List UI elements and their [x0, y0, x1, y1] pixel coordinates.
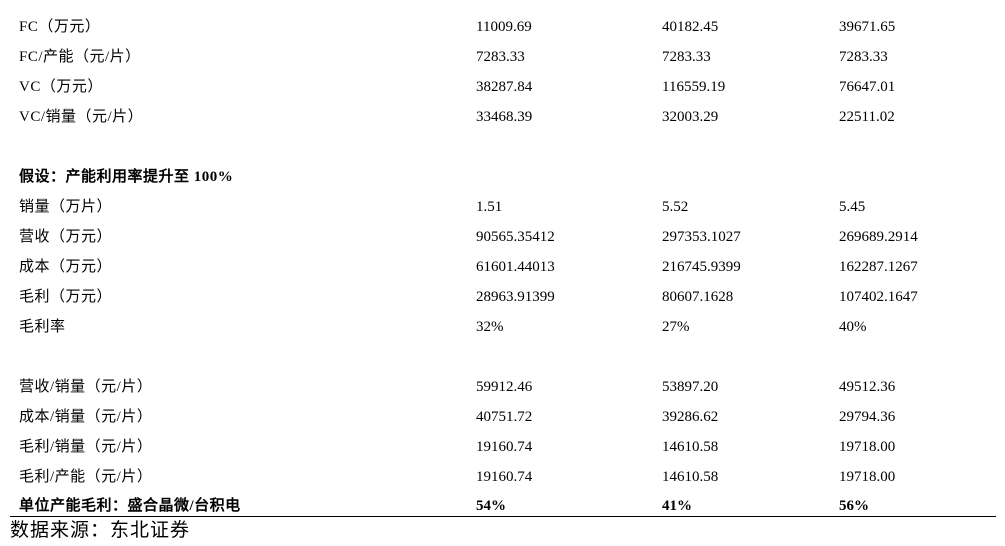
assumption-heading: 假设：产能利用率提升至 100%: [19, 169, 234, 185]
cell-value: 116559.19: [662, 79, 726, 95]
cell-value: 162287.1267: [839, 259, 918, 275]
cell-value: 5.45: [839, 199, 866, 215]
cell-value: 28963.91399: [476, 289, 555, 305]
row-label: 营收/销量（元/片）: [19, 379, 153, 395]
cell-value: 80607.1628: [662, 289, 734, 305]
cell-value: 14610.58: [662, 439, 719, 455]
row-label: 毛利率: [19, 319, 66, 335]
table-row: 成本/销量（元/片） 40751.72 39286.62 29794.36: [0, 402, 1005, 432]
bottom-rule: [10, 516, 996, 517]
summary-value: 56%: [839, 498, 869, 514]
cell-value: 7283.33: [476, 49, 525, 65]
cell-value: 14610.58: [662, 469, 719, 485]
cell-value: 216745.9399: [662, 259, 741, 275]
row-label: 成本（万元）: [19, 259, 113, 275]
cell-value: 297353.1027: [662, 229, 741, 245]
cell-value: 7283.33: [839, 49, 888, 65]
summary-value: 41%: [662, 498, 692, 514]
cell-value: 27%: [662, 319, 690, 335]
cell-value: 38287.84: [476, 79, 533, 95]
table-row: VC/销量（元/片） 33468.39 32003.29 22511.02: [0, 102, 1005, 132]
cell-value: 269689.2914: [839, 229, 918, 245]
row-label: 营收（万元）: [19, 229, 113, 245]
cell-value: 19718.00: [839, 469, 896, 485]
row-label: FC（万元）: [19, 19, 101, 35]
cell-value: 107402.1647: [839, 289, 918, 305]
cell-value: 39671.65: [839, 19, 896, 35]
row-label: VC/销量（元/片）: [19, 109, 144, 125]
cell-value: 1.51: [476, 199, 503, 215]
summary-row: 单位产能毛利：盛合晶微/台积电 54% 41% 56%: [0, 491, 1005, 521]
table-row: FC/产能（元/片） 7283.33 7283.33 7283.33: [0, 42, 1005, 72]
cell-value: 61601.44013: [476, 259, 555, 275]
row-label: FC/产能（元/片）: [19, 49, 141, 65]
cell-value: 32003.29: [662, 109, 719, 125]
table-row: 销量（万片） 1.51 5.52 5.45: [0, 192, 1005, 222]
cell-value: 11009.69: [476, 19, 532, 35]
cell-value: 49512.36: [839, 379, 896, 395]
cell-value: 90565.35412: [476, 229, 555, 245]
cell-value: 22511.02: [839, 109, 895, 125]
cell-value: 19160.74: [476, 469, 533, 485]
row-label: 毛利（万元）: [19, 289, 113, 305]
cell-value: 29794.36: [839, 409, 896, 425]
row-label: 销量（万片）: [19, 199, 113, 215]
cell-value: 32%: [476, 319, 504, 335]
cell-value: 53897.20: [662, 379, 719, 395]
table-row: 营收（万元） 90565.35412 297353.1027 269689.29…: [0, 222, 1005, 252]
table-row: 毛利（万元） 28963.91399 80607.1628 107402.164…: [0, 282, 1005, 312]
row-label: 成本/销量（元/片）: [19, 409, 153, 425]
row-label: 毛利/销量（元/片）: [19, 439, 153, 455]
source-note: 数据来源：东北证券: [10, 520, 191, 541]
cell-value: 7283.33: [662, 49, 711, 65]
table-row: FC（万元） 11009.69 40182.45 39671.65: [0, 12, 1005, 42]
cell-value: 40%: [839, 319, 867, 335]
summary-value: 54%: [476, 498, 506, 514]
table-row: 营收/销量（元/片） 59912.46 53897.20 49512.36: [0, 372, 1005, 402]
cell-value: 40182.45: [662, 19, 719, 35]
cell-value: 76647.01: [839, 79, 896, 95]
table-row: 毛利/销量（元/片） 19160.74 14610.58 19718.00: [0, 432, 1005, 462]
cell-value: 5.52: [662, 199, 689, 215]
row-label: 毛利/产能（元/片）: [19, 469, 153, 485]
cell-value: 59912.46: [476, 379, 533, 395]
summary-label: 单位产能毛利：盛合晶微/台积电: [19, 498, 241, 514]
table-row: VC（万元） 38287.84 116559.19 76647.01: [0, 72, 1005, 102]
table-row: 毛利/产能（元/片） 19160.74 14610.58 19718.00: [0, 462, 1005, 492]
row-label: VC（万元）: [19, 79, 103, 95]
cell-value: 33468.39: [476, 109, 533, 125]
table-row: 毛利率 32% 27% 40%: [0, 312, 1005, 342]
cell-value: 39286.62: [662, 409, 719, 425]
table-row: 成本（万元） 61601.44013 216745.9399 162287.12…: [0, 252, 1005, 282]
cell-value: 19718.00: [839, 439, 896, 455]
cell-value: 19160.74: [476, 439, 533, 455]
cell-value: 40751.72: [476, 409, 533, 425]
